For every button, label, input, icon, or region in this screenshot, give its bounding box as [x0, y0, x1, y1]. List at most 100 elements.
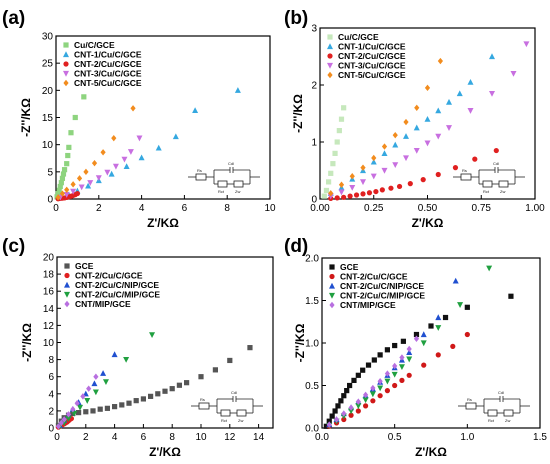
rct-label: Rct	[483, 189, 490, 194]
data-point	[84, 398, 91, 404]
data-point	[437, 57, 443, 65]
legend: Cu/C/GCECNT-1/Cu/C/GCECNT-2/Cu/C/GCECNT-…	[63, 40, 142, 88]
y-tick-label: 15	[42, 113, 54, 124]
series-0	[321, 105, 347, 199]
legend-marker	[329, 292, 335, 299]
y-axis-label: -Z''/KΩ	[291, 94, 305, 133]
data-point	[338, 398, 344, 404]
data-point	[66, 144, 72, 150]
data-point	[435, 107, 442, 114]
data-point	[92, 389, 99, 396]
data-point	[388, 185, 394, 191]
data-point	[61, 416, 67, 423]
data-point	[406, 356, 413, 363]
x-tick-label: 10	[264, 203, 276, 214]
legend-marker	[63, 70, 69, 77]
panel-label: (a)	[2, 8, 25, 29]
rs-resistor	[195, 173, 207, 181]
data-point	[452, 165, 459, 171]
data-point	[104, 169, 111, 176]
data-point	[172, 133, 179, 140]
data-point	[435, 325, 442, 331]
data-point	[328, 190, 334, 197]
panel-b: (b) 0.00 0.25 0.50 0.75 1.00 0 1 2 3 Z'/KΩ -Z''/KΩ C…	[284, 8, 545, 230]
zw-label: Zw	[238, 418, 243, 423]
data-point	[377, 378, 383, 385]
data-point	[108, 170, 115, 177]
legend-marker	[327, 71, 333, 79]
zw-label: Zw	[235, 189, 240, 194]
data-point	[85, 182, 92, 189]
x-tick-label: 6	[182, 203, 188, 214]
data-point	[95, 175, 102, 182]
data-point	[155, 391, 161, 397]
y-tick-label: 10	[43, 338, 55, 349]
data-point	[366, 190, 373, 196]
data-point	[104, 405, 110, 411]
data-point	[464, 331, 470, 338]
data-point	[329, 413, 335, 419]
data-point	[65, 415, 72, 422]
data-point	[377, 352, 383, 358]
x-tick-label: 0.5	[388, 432, 402, 443]
data-point	[102, 379, 109, 386]
data-point	[326, 418, 332, 424]
data-point	[370, 384, 376, 392]
data-point	[148, 393, 154, 399]
data-point	[435, 171, 441, 178]
equivalent-circuit: Rs Cdl Rct Zw	[453, 161, 525, 194]
y-axis-label: -Z''/KΩ	[19, 98, 33, 137]
x-tick-label: 8	[224, 203, 230, 214]
data-point	[355, 408, 361, 414]
data-point	[360, 179, 366, 186]
data-point	[348, 404, 354, 411]
data-point	[336, 128, 342, 134]
data-point	[323, 423, 329, 429]
data-point	[74, 190, 80, 197]
data-point	[377, 385, 384, 392]
equivalent-circuit: Rs Cdl Rct Zw	[191, 390, 263, 423]
data-point	[192, 107, 199, 114]
panel-label: (d)	[284, 236, 308, 257]
data-point	[424, 84, 431, 92]
data-point	[80, 393, 86, 400]
data-point	[413, 147, 420, 154]
series-4	[328, 57, 443, 197]
x-tick-label: 2	[83, 432, 89, 443]
rs-resistor	[198, 402, 210, 410]
legend: Cu/C/GCECNT-1/Cu/C/GCECNT-2/Cu/C/GCECNT-…	[327, 32, 406, 80]
zw-element	[233, 180, 244, 188]
data-point	[83, 168, 89, 176]
data-point	[381, 143, 388, 150]
data-point	[450, 343, 456, 349]
legend-label: CNT-2/Cu/C/NIP/GCE	[75, 280, 159, 290]
rct-resistor	[220, 409, 231, 417]
x-tick-label: 0.50	[418, 203, 438, 214]
data-point	[86, 385, 92, 392]
x-axis-label: Z'/KΩ	[415, 445, 447, 459]
data-point	[489, 90, 495, 97]
data-point	[435, 133, 442, 140]
legend-label: CNT-1/Cu/C/GCE	[338, 42, 406, 52]
data-point	[149, 332, 156, 339]
data-point	[392, 362, 398, 370]
data-point	[70, 405, 76, 413]
data-point	[76, 410, 82, 416]
series-2	[328, 147, 499, 202]
data-point	[90, 408, 96, 414]
y-tick-label: 20	[42, 86, 54, 97]
legend-marker	[327, 43, 333, 50]
series-0	[54, 94, 87, 200]
data-point	[123, 163, 130, 169]
data-point	[348, 412, 354, 418]
series-0	[55, 345, 253, 429]
data-point	[347, 382, 353, 389]
rs-label: Rs	[197, 168, 202, 173]
data-point	[326, 421, 332, 428]
data-point	[338, 181, 345, 188]
data-point	[413, 335, 420, 342]
data-point	[369, 391, 376, 398]
data-point	[360, 164, 366, 171]
data-point	[360, 191, 366, 197]
data-point	[138, 154, 145, 161]
